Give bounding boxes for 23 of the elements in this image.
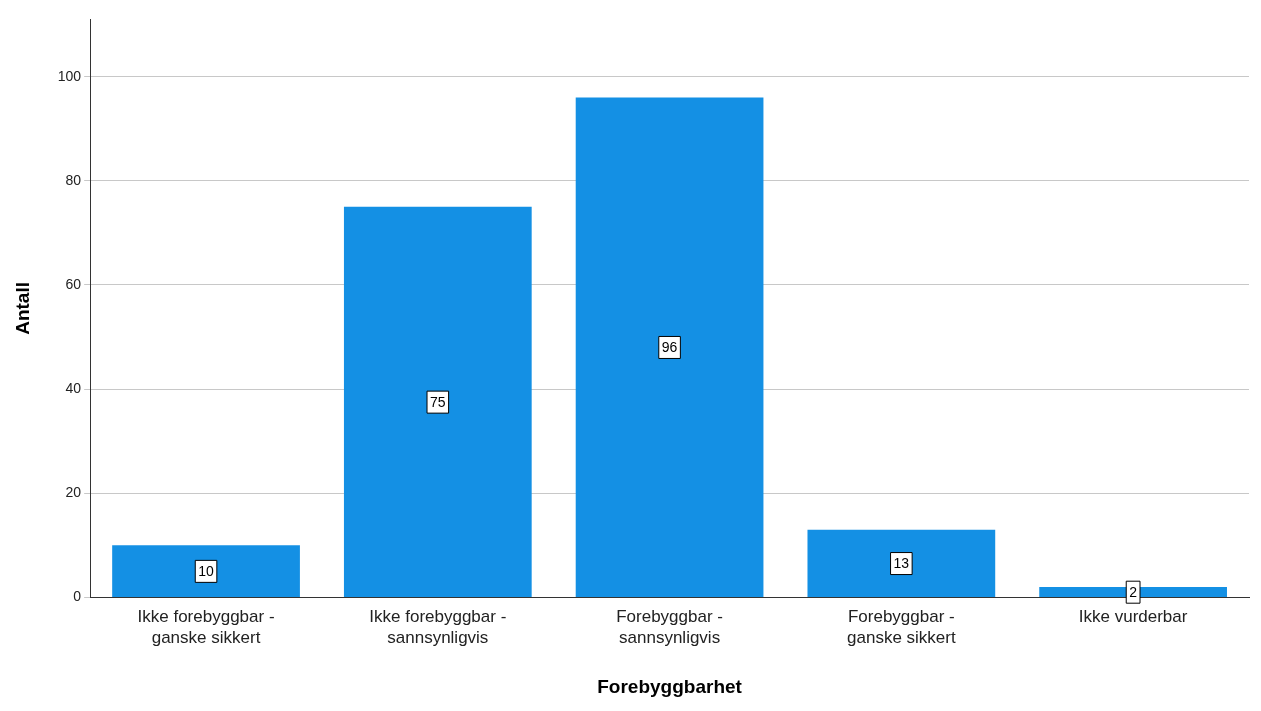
x-tick-label: Forebyggbar - sannsynligvis	[616, 607, 723, 647]
x-tick-label: Forebyggbar - ganske sikkert	[847, 607, 956, 647]
x-tick-label: Ikke vurderbar	[1078, 607, 1188, 627]
y-tick-label: 80	[65, 171, 82, 188]
data-label: 2	[1129, 584, 1138, 601]
data-label: 10	[198, 563, 215, 580]
y-tick-label: 0	[73, 588, 82, 605]
y-tick-label: 20	[65, 484, 82, 501]
x-tick-label: Ikke forebyggbar - sannsynligvis	[369, 607, 507, 647]
x-axis-title: Forebyggbarhet	[597, 675, 743, 697]
x-tick-label: Ikke forebyggbar - ganske sikkert	[137, 607, 275, 647]
bar	[807, 529, 996, 597]
data-label: 96	[661, 339, 678, 356]
bar	[112, 545, 300, 597]
data-label: 75	[430, 393, 446, 410]
y-axis-title: Antall	[11, 282, 33, 335]
y-tick-label: 100	[57, 67, 82, 84]
bar	[575, 97, 764, 597]
y-tick-label: 40	[65, 379, 82, 396]
y-tick-label: 60	[65, 275, 82, 292]
data-label: 13	[893, 555, 910, 572]
bar	[1039, 586, 1227, 597]
bar	[343, 206, 532, 597]
